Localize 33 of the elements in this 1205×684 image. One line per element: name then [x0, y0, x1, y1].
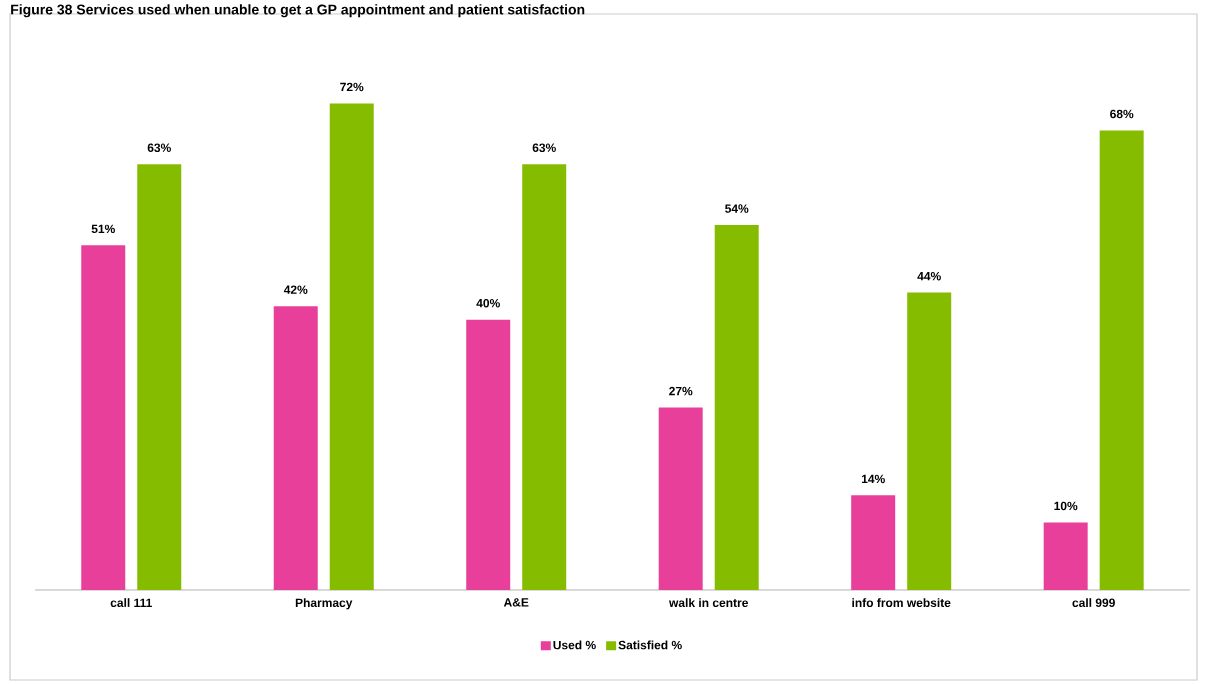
bar: [466, 319, 511, 590]
data-label: 68%: [1110, 109, 1134, 119]
legend-label: Used %: [553, 640, 596, 650]
bar: [81, 245, 126, 590]
x-tick-label: A&E: [503, 598, 529, 607]
data-label: 27%: [669, 386, 693, 396]
data-label: 51%: [91, 224, 115, 234]
bar: [137, 164, 182, 590]
data-label: 72%: [340, 82, 364, 92]
bar: [907, 292, 952, 590]
data-label: 44%: [917, 271, 941, 281]
data-label: 10%: [1054, 501, 1078, 511]
x-tick-label: info from website: [852, 598, 951, 607]
bar: [658, 407, 703, 590]
bar: [714, 225, 759, 590]
bar: [1043, 522, 1088, 590]
bar: [522, 164, 567, 590]
bar: [329, 103, 374, 590]
x-tick-label: call 999: [1072, 598, 1115, 607]
legend-label: Satisfied %: [618, 640, 682, 650]
bar: [273, 306, 318, 590]
data-label: 63%: [147, 143, 171, 153]
x-tick-label: Pharmacy: [295, 598, 353, 610]
bar: [1099, 130, 1144, 590]
x-tick-label: call 111: [110, 598, 152, 607]
chart-title: Figure 38 Services used when unable to get a GP appointment and patient satisfaction: [11, 4, 585, 18]
data-label: 40%: [476, 298, 500, 308]
data-label: 42%: [283, 285, 308, 294]
data-label: 63%: [532, 143, 556, 153]
bar: [851, 495, 896, 590]
data-label: 54%: [725, 204, 749, 213]
x-tick-label: walk in centre: [669, 598, 748, 607]
data-label: 14%: [861, 474, 885, 484]
